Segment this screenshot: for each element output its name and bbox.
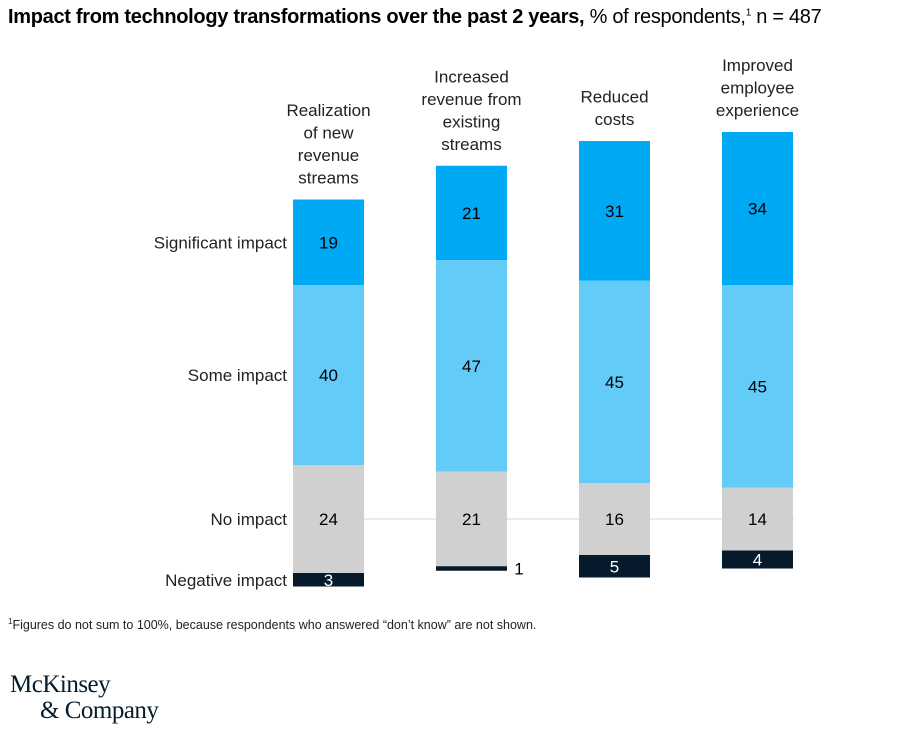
- data-label: 47: [462, 357, 481, 376]
- category-label: streams: [441, 135, 501, 154]
- row-label: Some impact: [188, 366, 287, 385]
- bar-segment: [722, 550, 793, 569]
- category-label: of new: [303, 124, 354, 143]
- mckinsey-logo: McKinsey & Company: [10, 671, 159, 724]
- title-bold: Impact from technology transformations o…: [8, 6, 585, 28]
- bar-segment: [436, 471, 507, 567]
- data-label: 3: [324, 571, 333, 590]
- bar-segment: [579, 280, 650, 483]
- data-label: 24: [319, 510, 338, 529]
- category-label: Improved: [722, 56, 793, 75]
- footnote-marker: 1: [745, 7, 752, 19]
- data-label: 14: [748, 510, 767, 529]
- row-label: Significant impact: [154, 233, 288, 252]
- bar-segment: [293, 199, 364, 285]
- title-subtitle: % of respondents,: [589, 6, 746, 28]
- bar-segment: [436, 165, 507, 261]
- data-label: 19: [319, 233, 338, 252]
- logo-line2: & Company: [40, 697, 159, 724]
- data-label: 21: [462, 510, 481, 529]
- row-label: No impact: [210, 510, 287, 529]
- bar-segment: [293, 465, 364, 573]
- bar-segment: [722, 487, 793, 551]
- bar-segment: [722, 132, 793, 285]
- data-label: 21: [462, 204, 481, 223]
- bar-segment: [293, 285, 364, 465]
- footnote: 1Figures do not sum to 100%, because res…: [8, 617, 536, 632]
- row-label: Negative impact: [165, 571, 287, 590]
- category-label: revenue from: [421, 90, 521, 109]
- bar-segment: [436, 260, 507, 472]
- category-label: existing: [443, 112, 501, 131]
- stacked-bar-chart: 19 40 24 3 Realization of new revenue streams 21…: [154, 56, 799, 590]
- data-label: 1: [514, 560, 523, 579]
- data-label: 45: [748, 377, 767, 396]
- category-label: Realization: [286, 101, 370, 120]
- data-label: 34: [748, 200, 767, 219]
- bar-segment: [436, 566, 507, 571]
- bar-segment: [579, 555, 650, 578]
- category-label: streams: [298, 169, 358, 188]
- bar-segment: [579, 141, 650, 281]
- bar-segment: [579, 483, 650, 555]
- sample-size: n = 487: [756, 6, 822, 28]
- category-label: experience: [716, 101, 799, 120]
- category-label: revenue: [298, 146, 359, 165]
- footnote-text: Figures do not sum to 100%, because resp…: [12, 618, 537, 633]
- category-label: Increased: [434, 67, 509, 86]
- data-label: 5: [610, 557, 619, 576]
- data-label: 4: [753, 551, 762, 570]
- data-label: 16: [605, 510, 624, 529]
- data-label: 31: [605, 202, 624, 221]
- logo-line1: McKinsey: [10, 671, 111, 698]
- data-label: 45: [605, 373, 624, 392]
- bar-segment: [293, 573, 364, 587]
- chart-title: Impact from technology transformations o…: [8, 6, 822, 29]
- data-label: 40: [319, 366, 338, 385]
- bar-segment: [722, 285, 793, 488]
- footnote-marker: 1: [8, 617, 13, 626]
- category-label: costs: [595, 110, 635, 129]
- category-label: Reduced: [580, 88, 648, 107]
- category-label: employee: [721, 79, 795, 98]
